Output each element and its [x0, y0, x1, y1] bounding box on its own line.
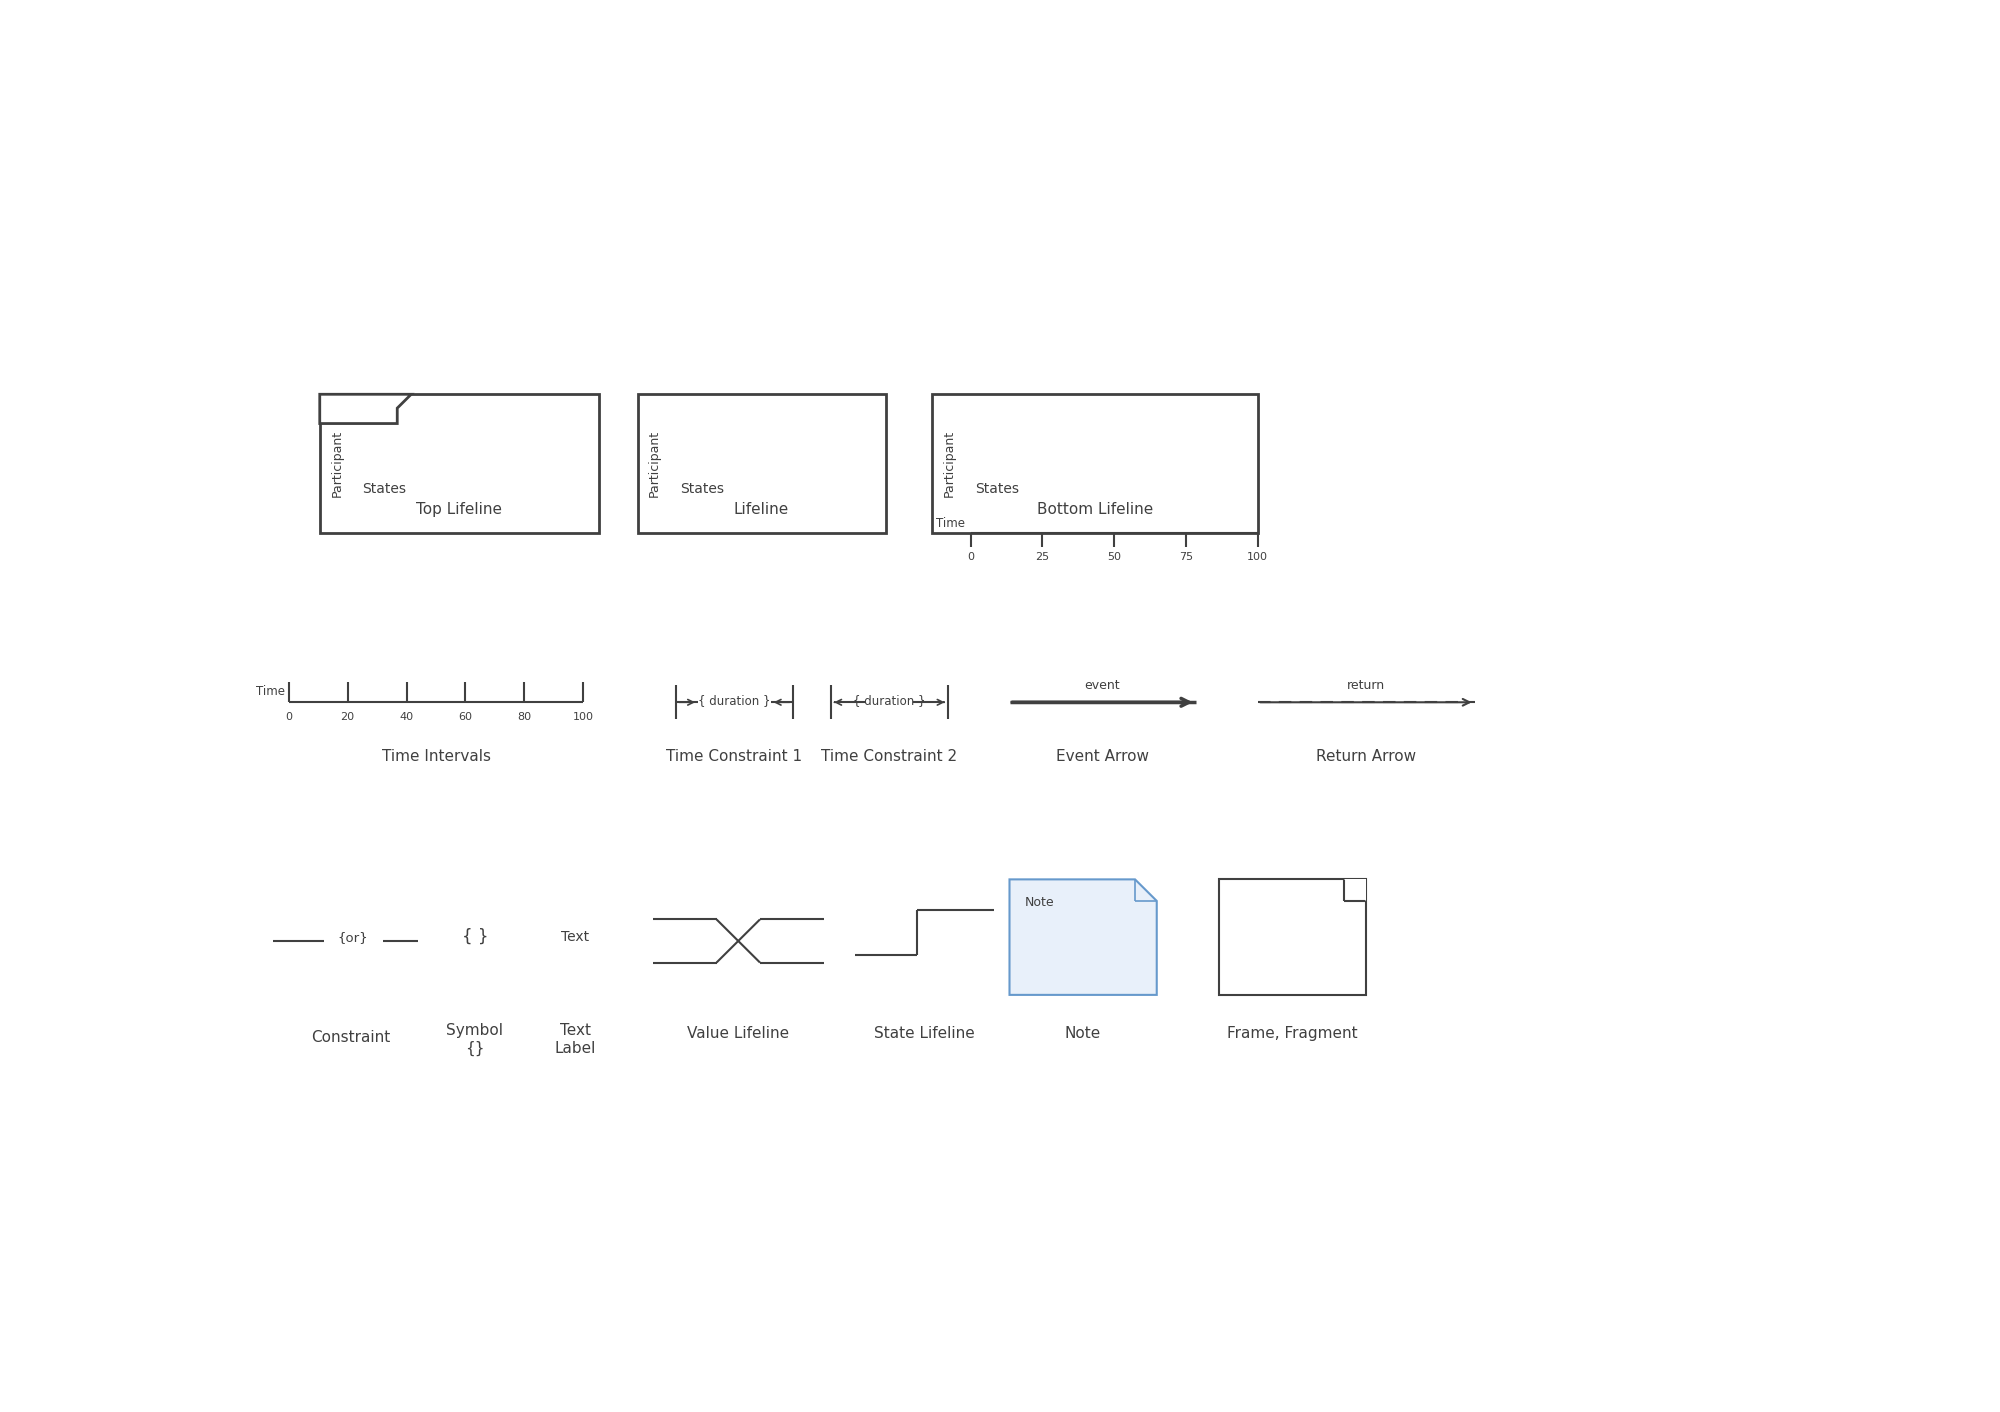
- Text: return: return: [1346, 679, 1386, 692]
- Text: Time: Time: [936, 517, 966, 530]
- Bar: [932, 394, 1258, 532]
- Bar: [638, 394, 886, 532]
- Text: Time Intervals: Time Intervals: [382, 748, 490, 764]
- Text: 80: 80: [518, 712, 532, 723]
- Text: Participant: Participant: [330, 431, 344, 497]
- Text: Time Constraint 2: Time Constraint 2: [822, 748, 958, 764]
- Text: Value Lifeline: Value Lifeline: [688, 1027, 790, 1041]
- Text: Constraint: Constraint: [312, 1029, 390, 1045]
- Text: Text
Label: Text Label: [554, 1024, 596, 1056]
- Text: Top Lifeline: Top Lifeline: [416, 503, 502, 517]
- Text: Lifeline: Lifeline: [734, 503, 790, 517]
- Text: Frame, Fragment: Frame, Fragment: [1228, 1027, 1358, 1041]
- Text: States: States: [680, 481, 724, 496]
- Polygon shape: [1344, 880, 1366, 901]
- Text: Bottom Lifeline: Bottom Lifeline: [1036, 503, 1152, 517]
- Text: Symbol
{}: Symbol {}: [446, 1024, 504, 1056]
- Text: Event Arrow: Event Arrow: [1056, 748, 1148, 764]
- Text: 60: 60: [458, 712, 472, 723]
- Text: State Lifeline: State Lifeline: [874, 1027, 974, 1041]
- Bar: [320, 394, 598, 532]
- Text: 75: 75: [1178, 552, 1192, 562]
- Text: 25: 25: [1036, 552, 1050, 562]
- Text: States: States: [974, 481, 1018, 496]
- Text: Time: Time: [256, 685, 284, 698]
- Text: 0: 0: [286, 712, 292, 723]
- Text: 0: 0: [968, 552, 974, 562]
- Text: 100: 100: [1248, 552, 1268, 562]
- Text: 20: 20: [340, 712, 354, 723]
- Text: States: States: [362, 481, 406, 496]
- Text: { duration }: { duration }: [698, 695, 770, 707]
- Bar: [1218, 880, 1366, 995]
- Text: 40: 40: [400, 712, 414, 723]
- Text: Title: Title: [338, 402, 372, 417]
- Text: Return Arrow: Return Arrow: [1316, 748, 1416, 764]
- Polygon shape: [1010, 880, 1156, 995]
- Text: Participant: Participant: [648, 431, 662, 497]
- Text: event: event: [1084, 679, 1120, 692]
- Text: Participant: Participant: [942, 431, 956, 497]
- Text: { duration }: { duration }: [854, 695, 926, 707]
- Text: Note: Note: [1064, 1027, 1102, 1041]
- Text: Note: Note: [1024, 897, 1054, 909]
- Text: Text: Text: [562, 931, 590, 945]
- Text: 50: 50: [1108, 552, 1122, 562]
- Text: { }: { }: [462, 928, 488, 946]
- Text: Time Constraint 1: Time Constraint 1: [666, 748, 802, 764]
- Polygon shape: [320, 394, 412, 424]
- Text: {or}: {or}: [338, 931, 368, 943]
- Text: 100: 100: [572, 712, 594, 723]
